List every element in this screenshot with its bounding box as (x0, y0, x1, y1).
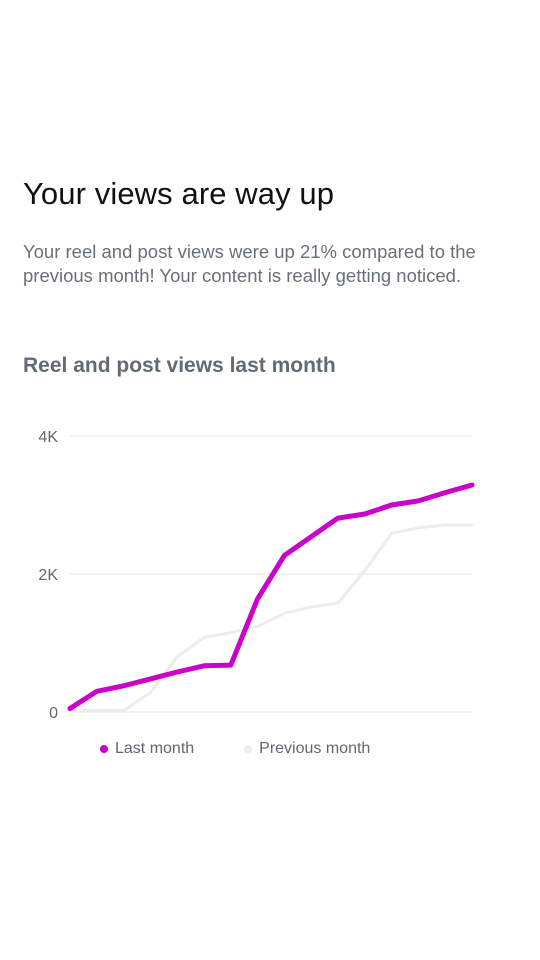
legend-label: Previous month (259, 740, 371, 757)
series-line-previous-month (68, 523, 474, 713)
y-tick-label: 0 (49, 705, 58, 722)
legend-dot-icon (244, 745, 253, 753)
legend-label: Last month (115, 740, 195, 757)
legend-item-last-month: Last month (100, 740, 194, 758)
y-tick-label: 2K (38, 567, 58, 584)
summary-text: Your reel and post views were up 21% com… (23, 241, 476, 286)
y-tick-label: 4K (38, 429, 58, 446)
headline: Your views are way up (23, 176, 335, 211)
legend-item-previous-month: Previous month (244, 740, 370, 758)
chart-legend: Last month Previous month (100, 740, 420, 758)
chart-title: Reel and post views last month (23, 354, 336, 377)
series-line-last-month (67, 482, 475, 711)
legend-dot-icon (100, 745, 108, 753)
